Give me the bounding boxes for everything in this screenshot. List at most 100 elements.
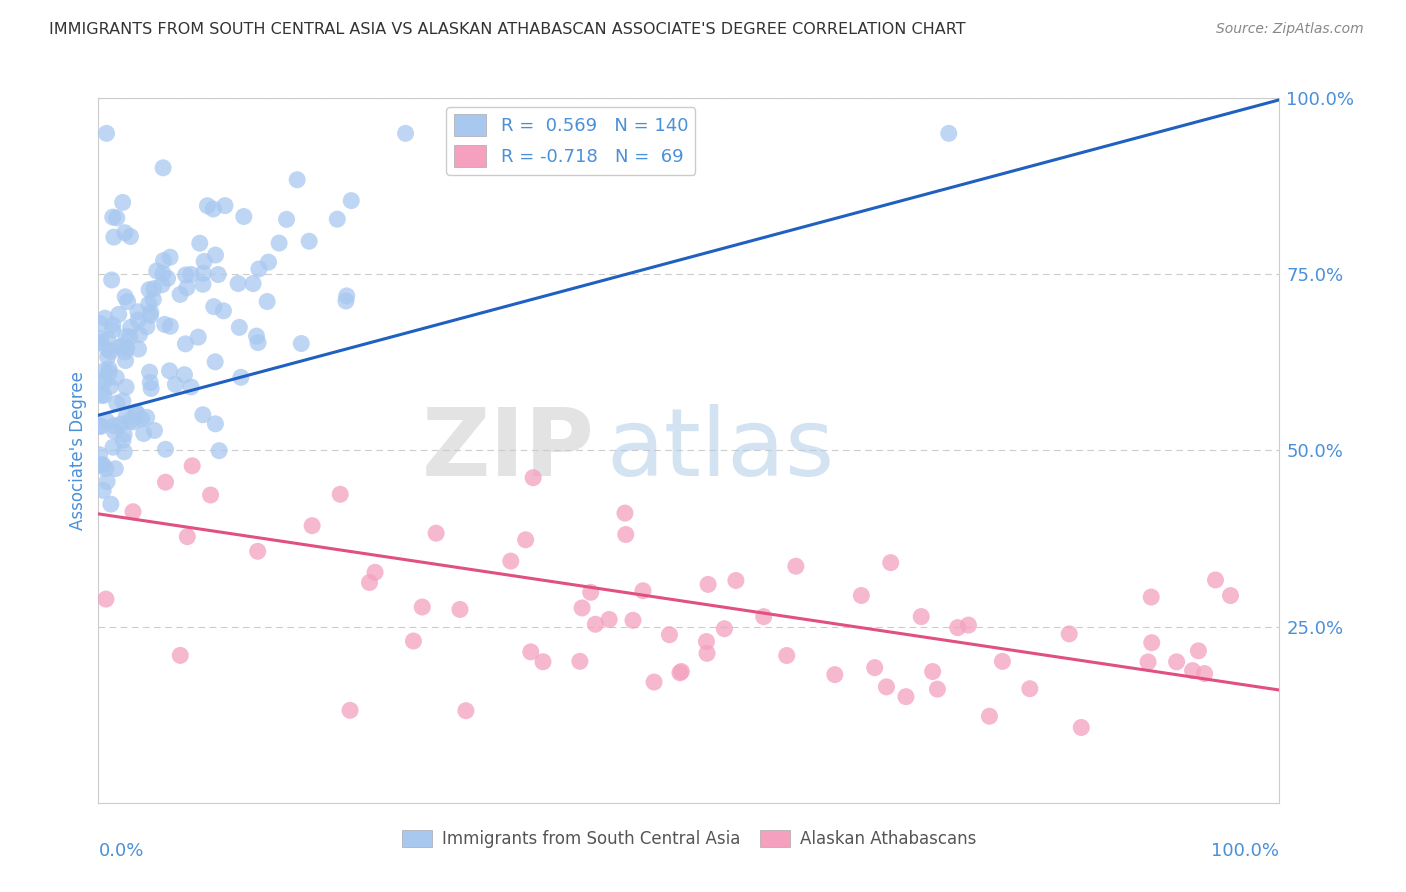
Point: [204, 417, 226, 431]
Point: [411, 600, 433, 615]
Point: [880, 556, 903, 570]
Point: [197, 199, 219, 213]
Point: [669, 665, 692, 680]
Point: [101, 318, 124, 332]
Point: [394, 127, 416, 141]
Point: [875, 680, 897, 694]
Point: [105, 370, 128, 384]
Point: [176, 530, 198, 544]
Point: [96, 414, 118, 428]
Point: [89, 448, 111, 462]
Point: [138, 297, 160, 311]
Point: [824, 667, 846, 681]
Point: [1205, 573, 1227, 587]
Point: [90, 331, 112, 345]
Point: [247, 335, 270, 350]
Point: [202, 202, 225, 216]
Point: [169, 287, 191, 301]
Point: [752, 609, 775, 624]
Point: [114, 353, 136, 368]
Point: [204, 248, 226, 262]
Point: [127, 313, 149, 327]
Point: [643, 675, 665, 690]
Point: [695, 634, 717, 648]
Point: [89, 418, 111, 433]
Point: [143, 424, 166, 438]
Point: [125, 405, 148, 419]
Point: [1187, 644, 1209, 658]
Point: [335, 293, 357, 308]
Point: [112, 427, 135, 442]
Point: [226, 277, 249, 291]
Point: [125, 406, 148, 420]
Point: [101, 210, 124, 224]
Point: [894, 690, 917, 704]
Point: [104, 461, 127, 475]
Point: [713, 622, 735, 636]
Point: [91, 483, 114, 498]
Point: [285, 173, 308, 187]
Point: [98, 366, 121, 380]
Point: [242, 277, 264, 291]
Point: [946, 621, 969, 635]
Point: [152, 253, 174, 268]
Point: [863, 660, 886, 674]
Point: [115, 341, 138, 355]
Point: [204, 355, 226, 369]
Point: [122, 505, 145, 519]
Point: [921, 665, 943, 679]
Point: [536, 127, 558, 141]
Point: [152, 267, 174, 281]
Point: [339, 703, 361, 717]
Point: [776, 648, 799, 663]
Point: [245, 329, 267, 343]
Point: [449, 602, 471, 616]
Point: [515, 533, 537, 547]
Point: [364, 566, 387, 580]
Point: [159, 364, 181, 378]
Point: [96, 475, 118, 489]
Point: [138, 365, 160, 379]
Point: [131, 412, 153, 426]
Point: [326, 212, 349, 227]
Point: [150, 277, 173, 292]
Point: [246, 544, 269, 558]
Point: [105, 396, 128, 410]
Point: [111, 393, 134, 408]
Point: [156, 271, 179, 285]
Point: [329, 487, 352, 501]
Point: [598, 612, 620, 626]
Point: [97, 350, 120, 364]
Point: [212, 303, 235, 318]
Point: [785, 559, 807, 574]
Point: [127, 305, 149, 319]
Point: [583, 127, 606, 141]
Text: ZIP: ZIP: [422, 404, 595, 497]
Point: [257, 255, 280, 269]
Point: [111, 434, 134, 448]
Point: [94, 461, 117, 475]
Point: [115, 329, 138, 343]
Point: [247, 262, 270, 277]
Point: [120, 229, 142, 244]
Point: [454, 704, 477, 718]
Y-axis label: Associate's Degree: Associate's Degree: [69, 371, 87, 530]
Point: [425, 526, 447, 541]
Point: [111, 195, 134, 210]
Point: [1181, 664, 1204, 678]
Point: [613, 506, 636, 520]
Point: [89, 317, 111, 331]
Point: [110, 417, 132, 431]
Point: [522, 471, 544, 485]
Point: [180, 380, 202, 394]
Point: [93, 375, 115, 389]
Point: [118, 330, 141, 344]
Point: [96, 343, 118, 357]
Point: [138, 283, 160, 297]
Point: [93, 364, 115, 378]
Point: [1137, 655, 1160, 669]
Point: [90, 458, 112, 472]
Point: [139, 309, 162, 323]
Point: [228, 320, 250, 334]
Point: [128, 342, 150, 356]
